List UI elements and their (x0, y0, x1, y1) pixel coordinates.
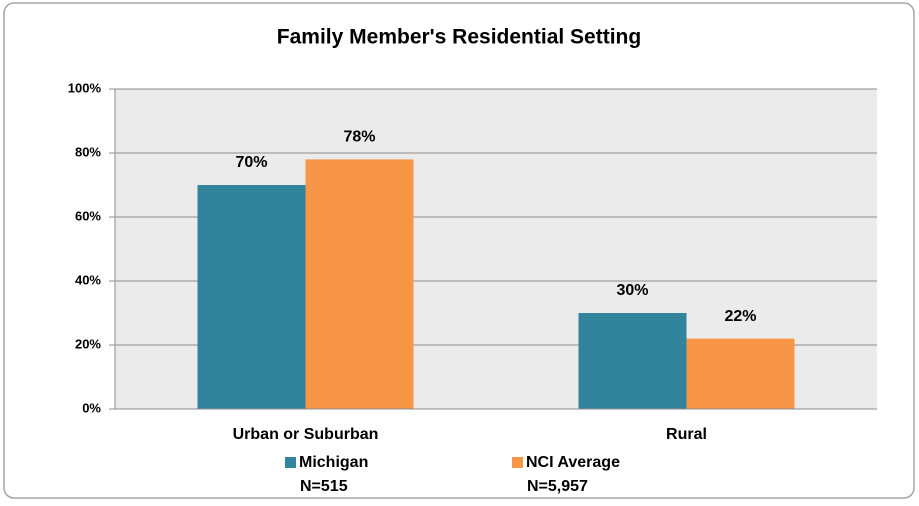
y-tick-label: 60% (75, 208, 101, 223)
legend-label: Michigan (299, 454, 368, 471)
y-tick-label: 40% (75, 272, 101, 287)
chart-title: Family Member's Residential Setting (277, 26, 641, 49)
y-tick-label: 0% (82, 400, 101, 415)
value-label: 22% (724, 308, 756, 325)
legend-swatch (512, 457, 523, 468)
value-label: 30% (616, 282, 648, 299)
value-label: 70% (235, 154, 267, 171)
x-tick-label: Rural (666, 426, 707, 443)
y-tick-label: 100% (68, 80, 102, 95)
legend-note: N=5,957 (527, 478, 588, 495)
bar (686, 338, 795, 409)
bar (197, 185, 306, 409)
bar (305, 159, 414, 409)
value-label: 78% (343, 129, 375, 146)
legend-label: NCI Average (526, 454, 620, 471)
y-tick-label: 80% (75, 144, 101, 159)
legend-swatch (285, 457, 296, 468)
x-tick-label: Urban or Suburban (233, 426, 379, 443)
y-tick-label: 20% (75, 336, 101, 351)
bar (578, 313, 687, 409)
legend-note: N=515 (300, 478, 348, 495)
